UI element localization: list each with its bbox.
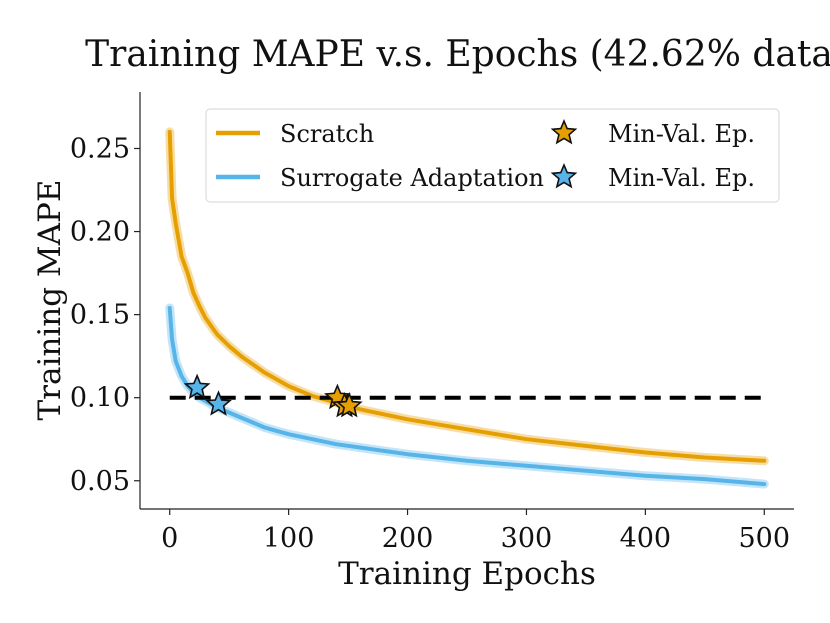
- y-tick-label: 0.15: [70, 300, 130, 331]
- markers-layer: [183, 373, 363, 418]
- legend-star-path: [550, 118, 578, 145]
- y-tick-label: 0.05: [70, 466, 130, 497]
- y-tick-label: 0.25: [70, 133, 130, 164]
- min-val-star: [335, 391, 363, 418]
- legend-label-surrogate: Surrogate Adaptation: [280, 164, 544, 192]
- y-tick-label: 0.10: [70, 383, 130, 414]
- legend-label-scratch: Scratch: [280, 120, 374, 148]
- legend-label-minval-surrogate: Min-Val. Ep.: [608, 164, 755, 192]
- min-val-star: [183, 373, 211, 400]
- legend-star-surrogate-icon: [550, 162, 578, 189]
- x-tick-label: 0: [161, 523, 178, 554]
- plot-area: 0 100 200 300 400 500 0.05 0.10 0.15 0.20 0.25: [70, 92, 794, 554]
- chart-title: Training MAPE v.s. Epochs (42.62% data): [85, 34, 830, 75]
- min-val-star: [205, 390, 232, 416]
- legend-label-minval-scratch: Min-Val. Ep.: [608, 120, 755, 148]
- legend-star-path: [550, 162, 578, 189]
- x-tick-label: 200: [382, 523, 434, 554]
- legend: Scratch Surrogate Adaptation Min-Val. Ep…: [205, 108, 780, 203]
- y-tick-label: 0.20: [70, 217, 130, 248]
- x-tick-label: 400: [620, 523, 672, 554]
- legend-star-scratch-icon: [550, 118, 578, 145]
- x-tick-label: 500: [738, 523, 790, 554]
- x-tick-label: 100: [263, 523, 315, 554]
- legend-frame: [205, 108, 780, 203]
- y-ticks: 0.05 0.10 0.15 0.20 0.25: [70, 133, 140, 497]
- y-axis-label: Training MAPE: [32, 179, 68, 420]
- x-tick-label: 300: [501, 523, 553, 554]
- x-axis-label: Training Epochs: [338, 556, 596, 592]
- series-line-0: [167, 129, 767, 463]
- x-ticks: 0 100 200 300 400 500: [161, 509, 790, 554]
